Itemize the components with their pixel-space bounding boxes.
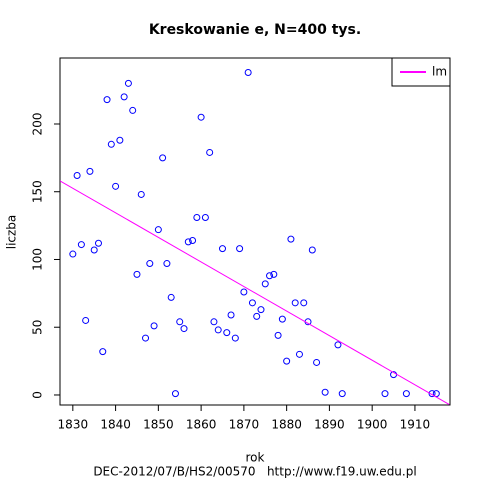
point (278, 315, 286, 323)
chart-title: Kreskowanie e, N=400 tys. (149, 22, 361, 38)
point (338, 390, 346, 398)
y-axis-label: liczba (5, 215, 19, 250)
point (321, 388, 329, 396)
point (308, 246, 316, 254)
point (274, 331, 282, 339)
point (137, 190, 145, 198)
point (86, 167, 94, 175)
x-tick-label: 1900 (357, 418, 388, 432)
point (334, 341, 342, 349)
point (129, 106, 137, 114)
y-tick-label: 0 (31, 391, 45, 399)
point (180, 325, 188, 333)
point (159, 154, 167, 162)
legend-label: lm (432, 65, 447, 79)
point (283, 357, 291, 365)
point (116, 136, 124, 144)
x-tick-label: 1860 (186, 418, 217, 432)
x-tick-label: 1890 (314, 418, 345, 432)
point (428, 390, 436, 398)
point (257, 306, 265, 314)
plot-frame (59, 57, 451, 406)
point (163, 260, 171, 268)
x-tick-label: 1910 (400, 418, 431, 432)
point (300, 299, 308, 307)
point (124, 79, 132, 87)
point (248, 299, 256, 307)
point (77, 241, 85, 249)
point (142, 334, 150, 342)
point (291, 299, 299, 307)
footer: DEC-2012/07/B/HS2/00570 http://www.f19.u… (93, 465, 416, 479)
y-tick-label: 100 (31, 248, 45, 271)
point (176, 318, 184, 326)
x-tick-label: 1830 (58, 418, 89, 432)
point (82, 316, 90, 324)
point (171, 390, 179, 398)
point (133, 270, 141, 278)
point (120, 93, 128, 101)
y-tick-label: 200 (31, 113, 45, 136)
point (201, 213, 209, 221)
point (206, 148, 214, 156)
point (236, 245, 244, 253)
point (231, 334, 239, 342)
point (402, 390, 410, 398)
point (107, 140, 115, 148)
point (227, 311, 235, 319)
point (103, 96, 111, 104)
point (261, 280, 269, 288)
point (193, 213, 201, 221)
x-tick-label: 1850 (143, 418, 174, 432)
point (167, 293, 175, 301)
point (73, 171, 81, 179)
point (189, 237, 197, 245)
point (214, 326, 222, 334)
point (266, 272, 274, 280)
point (219, 245, 226, 253)
point (240, 288, 248, 296)
point (210, 318, 218, 326)
point (313, 358, 321, 366)
x-tick-label: 1840 (100, 418, 131, 432)
point (146, 260, 154, 268)
point (99, 348, 107, 356)
point (184, 238, 192, 246)
point (90, 246, 98, 254)
y-tick-label: 150 (31, 180, 45, 203)
point (112, 182, 120, 190)
point (287, 235, 295, 243)
point (270, 270, 278, 278)
y-tick-label: 50 (31, 320, 45, 335)
point (150, 322, 158, 330)
point (295, 350, 303, 358)
point (244, 68, 252, 76)
trend-line (60, 180, 450, 405)
point (94, 239, 102, 247)
point (253, 312, 261, 320)
x-axis-label: rok (246, 451, 265, 465)
x-tick-label: 1880 (271, 418, 302, 432)
x-tick-label: 1870 (229, 418, 260, 432)
point (381, 390, 389, 398)
point (223, 329, 231, 337)
point (154, 226, 162, 234)
point (197, 113, 205, 121)
point (69, 250, 77, 258)
